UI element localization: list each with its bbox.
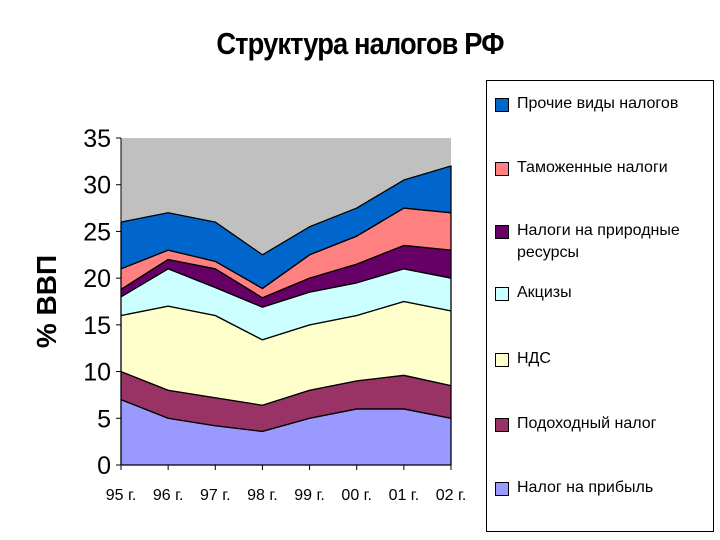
y-tick-label: 20 (83, 265, 111, 293)
legend-label: НДС (517, 350, 551, 367)
legend-swatch (495, 162, 509, 176)
x-tick-label: 01 г. (389, 487, 420, 504)
area-series-7 (120, 165, 452, 290)
x-tick-label: 97 г. (200, 487, 231, 504)
y-tick-label: 5 (97, 405, 111, 433)
y-tick-label: 25 (83, 218, 111, 246)
legend-item: Подоходный налог (487, 413, 715, 435)
legend-item: Таможенные налоги (487, 157, 715, 179)
legend-label: Налог на прибыль (517, 479, 654, 496)
legend-swatch (495, 225, 509, 239)
y-tick-label: 10 (83, 359, 111, 387)
y-tick-label: 30 (83, 172, 111, 200)
legend-item: Прочие виды налогов (487, 93, 715, 115)
x-tick-label: 98 г. (247, 487, 278, 504)
legend-swatch (495, 287, 509, 301)
y-axis-title: % ВВП (31, 255, 62, 348)
x-tick-label: 96 г. (153, 487, 184, 504)
legend-item: Налоги на природные ресурсы (487, 220, 715, 264)
chart-title: Структура налогов РФ (216, 26, 504, 61)
legend-item: Акцизы (487, 282, 715, 304)
legend-swatch (495, 482, 509, 496)
y-tick-label: 15 (83, 312, 111, 340)
y-tick-label: 35 (83, 125, 111, 153)
legend-label: Прочие виды налогов (517, 95, 679, 112)
legend-swatch (495, 98, 509, 112)
legend-label: Акцизы (517, 284, 572, 301)
legend-label: Налоги на природные ресурсы (517, 222, 680, 261)
x-tick-label: 99 г. (294, 487, 325, 504)
legend: Прочие виды налогов Таможенные налоги Нало… (486, 80, 714, 532)
legend-item: Налог на прибыль (487, 477, 715, 499)
x-tick-label: 02 г. (436, 487, 467, 504)
legend-label: Подоходный налог (517, 415, 657, 432)
x-tick-label: 00 г. (341, 487, 372, 504)
legend-item: НДС (487, 348, 715, 370)
legend-swatch (495, 418, 509, 432)
y-tick-label: 0 (97, 452, 111, 480)
legend-swatch (495, 353, 509, 367)
legend-label: Таможенные налоги (517, 159, 668, 176)
x-tick-label: 95 г. (106, 487, 137, 504)
